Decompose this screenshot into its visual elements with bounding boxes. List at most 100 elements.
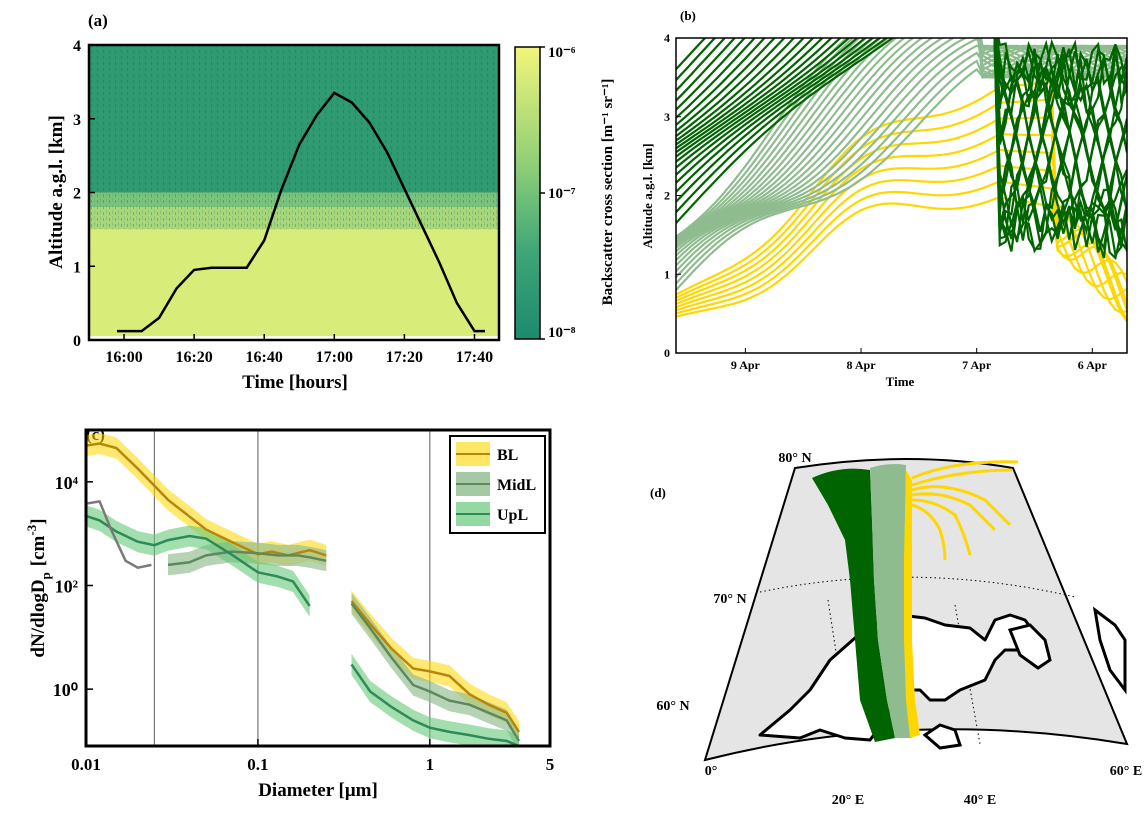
c-ytick-label: 10⁰ xyxy=(53,680,78,700)
trajectory-upl xyxy=(676,38,1127,248)
b-xtick-label: 8 Apr xyxy=(847,358,877,372)
trajectory-midl xyxy=(676,38,1127,240)
trajectory-midl xyxy=(676,38,1127,241)
a-ytick-label: 4 xyxy=(73,38,81,55)
legend-label-bl: BL xyxy=(497,447,518,464)
line-midl xyxy=(350,602,521,742)
map-lat-60: 60° N xyxy=(656,699,689,714)
panel-a-xlabel: Time [hours] xyxy=(242,372,348,393)
map-lon-40: 40° E xyxy=(964,793,996,808)
c-xtick-label: 1 xyxy=(426,755,435,774)
legend-label-upl: UpL xyxy=(497,507,528,524)
trajectory-upl xyxy=(676,38,1127,245)
panel-b-trajectories xyxy=(676,38,1127,323)
panel-b-ylabel: Altitude a.g.l. [km] xyxy=(640,143,655,248)
trajectory-midl xyxy=(676,44,1127,278)
band-upl xyxy=(86,505,310,617)
trajectory-midl xyxy=(676,38,1127,239)
c-xtick-label: 5 xyxy=(546,755,555,774)
a-xtick-label: 16:40 xyxy=(246,349,283,366)
line-bl xyxy=(350,600,521,733)
a-xtick-label: 17:20 xyxy=(386,349,423,366)
backscatter-texture xyxy=(89,45,499,193)
backscatter-texture xyxy=(89,207,499,230)
graticule-20e xyxy=(827,599,851,743)
trajectory-upl xyxy=(676,38,1127,261)
panel-a-axes: 16:00 16:20 16:40 17:00 17:20 17:40 0 1 2 3 4 xyxy=(73,38,493,366)
b-ytick-label: 1 xyxy=(664,267,670,281)
trajectory-midl xyxy=(676,38,1127,238)
a-ytick-label: 0 xyxy=(73,333,81,350)
trajectory-midl xyxy=(676,44,1127,291)
panel-c-legend: BL MidL UpL xyxy=(449,435,546,534)
line-upl xyxy=(350,663,520,746)
trajectory-midl xyxy=(676,38,1127,246)
legend-label-midl: MidL xyxy=(497,477,536,494)
c-xtick-label: 0.01 xyxy=(71,755,101,774)
trajectory-upl xyxy=(676,38,1127,258)
map-bl-trajectories xyxy=(911,460,1019,561)
map-lat-80: 80° N xyxy=(778,451,811,466)
panel-a: (a) 16:00 16:20 16:40 17:00 17:20 17:4001234 … xyxy=(46,11,616,393)
b-ytick-label: 3 xyxy=(664,110,670,124)
map-sea xyxy=(703,458,1129,762)
line-reference xyxy=(86,500,152,570)
panel-b: (b) 9 Apr 8 Apr 7 Apr 6 Apr 0 1 2 3 4 Time Altit… xyxy=(640,8,1128,389)
panel-a-heatmap xyxy=(89,45,499,340)
panel-a-ylabel: Altitude a.g.l. [km] xyxy=(46,115,67,269)
b-ytick-label: 2 xyxy=(664,189,670,203)
map-band-midl xyxy=(870,464,912,738)
svg-text:dN/dlogDp[cm-3]: dN/dlogDp[cm-3] xyxy=(24,518,53,657)
panel-b-label: (b) xyxy=(680,8,696,23)
trajectory-upl xyxy=(676,38,1127,234)
colorbar-ticks: 10⁻⁸ 10⁻⁷ 10⁻⁶ xyxy=(540,45,576,341)
graticule-70n xyxy=(759,576,1076,598)
cb-tick-label: 10⁻⁸ xyxy=(548,325,576,341)
b-xtick-label: 6 Apr xyxy=(1078,358,1108,372)
trajectory-upl xyxy=(676,38,1127,252)
trajectory-upl xyxy=(676,38,1127,252)
trajectory-upl xyxy=(676,38,1127,240)
trajectory-midl xyxy=(676,38,1127,249)
map-lon-60: 60° E xyxy=(1110,764,1142,779)
c-ytick-label: 10⁴ xyxy=(55,473,79,493)
panel-b-xlabel: Time xyxy=(886,374,915,389)
panel-a-label: (a) xyxy=(88,11,108,30)
map-land-novaya xyxy=(1092,606,1127,695)
trajectory-upl xyxy=(676,38,1127,252)
boundary-layer-line xyxy=(117,91,485,333)
map-lon-20: 20° E xyxy=(832,793,864,808)
trajectory-midl xyxy=(676,38,1127,239)
b-ytick-label: 4 xyxy=(664,31,670,45)
trajectory-midl xyxy=(676,38,1127,257)
a-xtick-label: 16:00 xyxy=(105,349,142,366)
cb-tick-label: 10⁻⁷ xyxy=(548,186,576,202)
a-xtick-label: 17:00 xyxy=(316,349,353,366)
band-upl xyxy=(351,653,519,746)
trajectory-bl xyxy=(676,164,1127,314)
cb-tick-label: 10⁻⁶ xyxy=(548,45,576,61)
trajectory-upl xyxy=(676,38,1127,248)
colorbar-label: Backscatter cross section [m⁻¹ sr⁻¹] xyxy=(600,79,616,306)
panel-c-frame xyxy=(84,428,552,748)
map-land-kola xyxy=(1007,623,1052,670)
trajectory-midl xyxy=(676,38,1127,242)
a-xtick-label: 17:40 xyxy=(456,349,493,366)
panel-c-axes: 0.01 0.1 1 5 10⁰ 10² 10⁴ xyxy=(53,473,554,774)
panel-d: (d) 80° N 70° N 60° N 0° 20° E 40° E 60° xyxy=(650,451,1142,808)
trajectory-upl xyxy=(676,38,1127,251)
map-land-baltic xyxy=(922,723,962,750)
panel-d-label: (d) xyxy=(650,485,666,500)
c-xtick-label: 0.1 xyxy=(247,755,268,774)
trajectory-upl xyxy=(676,38,1127,240)
a-ytick-label: 2 xyxy=(73,186,81,203)
line-midl xyxy=(167,550,327,567)
trajectory-upl xyxy=(676,38,1127,254)
b-ytick-label: 0 xyxy=(664,346,670,360)
panel-a-lines xyxy=(117,91,485,333)
a-ytick-label: 1 xyxy=(73,259,81,276)
colorbar xyxy=(514,46,541,340)
